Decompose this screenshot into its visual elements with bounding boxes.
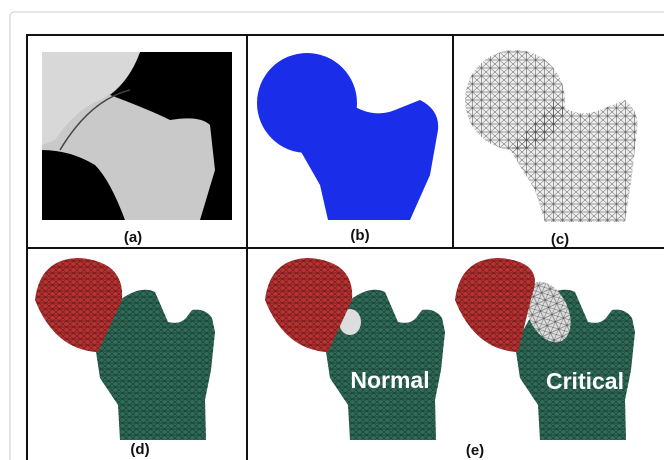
- annotation: Normal: [350, 367, 429, 393]
- panel-label: (e): [466, 442, 484, 459]
- ct-image: [42, 52, 232, 220]
- panel-label: (b): [350, 227, 369, 244]
- panel-label: (a): [124, 229, 142, 246]
- panel-label: (c): [551, 231, 569, 248]
- annotation: Critical: [546, 368, 624, 394]
- figure: (a) (b) (c) (d) Normal Critical (e): [0, 0, 664, 460]
- panel-label: (d): [130, 441, 149, 458]
